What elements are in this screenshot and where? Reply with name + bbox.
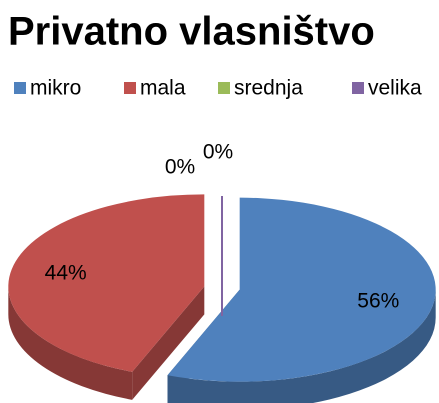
legend-swatch (218, 82, 230, 94)
legend-label: mikro (30, 77, 81, 100)
pie-slice-group (8, 194, 205, 400)
data-label: 44% (45, 261, 87, 284)
data-label: 0% (203, 141, 233, 164)
pie-slice-group (167, 197, 436, 403)
data-label: 0% (165, 156, 195, 179)
legend-label: velika (368, 77, 422, 100)
pie-slice (8, 194, 205, 372)
pie-slice (167, 197, 436, 382)
pie-side (167, 289, 436, 403)
pie-side (132, 286, 205, 400)
legend-swatch (124, 82, 136, 94)
data-label: 56% (357, 290, 399, 313)
chart-title: Privatno vlasništvo (8, 10, 375, 54)
legend-swatch (352, 82, 364, 94)
legend-label: srednja (234, 77, 303, 100)
pie-side (8, 286, 133, 400)
legend-label: mala (140, 77, 186, 100)
legend-swatch (14, 82, 26, 94)
